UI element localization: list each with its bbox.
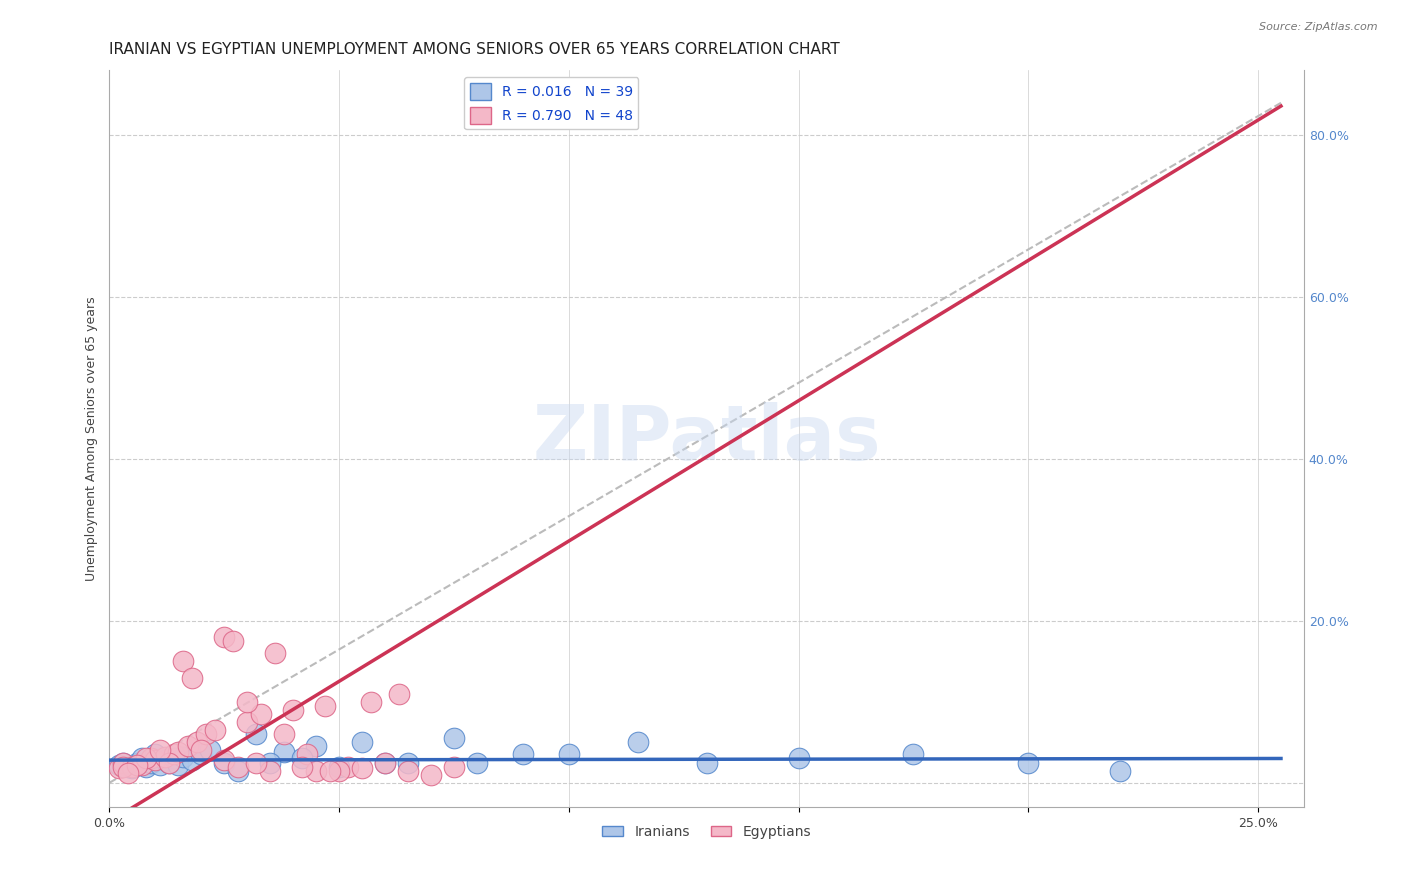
Point xyxy=(131,751,153,765)
Point xyxy=(352,761,374,775)
Point xyxy=(153,750,176,764)
Point xyxy=(163,751,186,765)
Point xyxy=(352,735,374,749)
Text: Source: ZipAtlas.com: Source: ZipAtlas.com xyxy=(1260,22,1378,32)
Point xyxy=(214,756,236,770)
Point xyxy=(250,706,273,721)
Point xyxy=(512,747,534,762)
Point xyxy=(259,764,281,778)
Point xyxy=(112,759,135,773)
Point xyxy=(328,759,350,773)
Point xyxy=(176,739,198,754)
Point xyxy=(443,731,465,746)
Point xyxy=(190,743,212,757)
Point xyxy=(172,750,194,764)
Text: IRANIAN VS EGYPTIAN UNEMPLOYMENT AMONG SENIORS OVER 65 YEARS CORRELATION CHART: IRANIAN VS EGYPTIAN UNEMPLOYMENT AMONG S… xyxy=(110,42,841,57)
Point xyxy=(181,753,204,767)
Point xyxy=(259,756,281,770)
Point xyxy=(226,764,249,778)
Point xyxy=(143,753,166,767)
Point xyxy=(558,747,581,762)
Point xyxy=(1017,756,1039,770)
Point xyxy=(787,751,810,765)
Point xyxy=(112,756,135,770)
Point xyxy=(107,761,129,775)
Legend: Iranians, Egyptians: Iranians, Egyptians xyxy=(596,819,817,845)
Point xyxy=(214,630,236,644)
Point xyxy=(443,759,465,773)
Point xyxy=(374,756,396,770)
Point xyxy=(388,687,411,701)
Point xyxy=(314,698,336,713)
Point xyxy=(172,654,194,668)
Point xyxy=(153,753,176,767)
Point xyxy=(245,756,267,770)
Point xyxy=(396,756,419,770)
Point xyxy=(131,758,153,772)
Point xyxy=(245,727,267,741)
Point xyxy=(117,759,139,773)
Point xyxy=(107,758,129,772)
Point xyxy=(190,747,212,762)
Point xyxy=(283,703,305,717)
Point xyxy=(374,756,396,770)
Point xyxy=(167,758,190,772)
Point xyxy=(194,727,217,741)
Point xyxy=(328,764,350,778)
Point xyxy=(186,735,208,749)
Point xyxy=(627,735,650,749)
Point xyxy=(337,759,360,773)
Point xyxy=(263,646,285,660)
Point xyxy=(1109,764,1132,778)
Point xyxy=(903,747,925,762)
Point xyxy=(181,671,204,685)
Point xyxy=(149,743,172,757)
Point xyxy=(112,756,135,770)
Point xyxy=(121,759,143,773)
Point xyxy=(117,766,139,780)
Point xyxy=(139,751,162,765)
Y-axis label: Unemployment Among Seniors over 65 years: Unemployment Among Seniors over 65 years xyxy=(86,296,98,581)
Point xyxy=(157,756,180,770)
Point xyxy=(167,745,190,759)
Point xyxy=(135,759,157,773)
Point xyxy=(121,761,143,775)
Point xyxy=(149,758,172,772)
Point xyxy=(360,695,382,709)
Point xyxy=(163,747,186,762)
Point xyxy=(143,747,166,762)
Point xyxy=(236,714,259,729)
Point xyxy=(125,758,148,772)
Point xyxy=(139,756,162,770)
Point xyxy=(319,764,342,778)
Point xyxy=(696,756,718,770)
Point xyxy=(222,634,245,648)
Point xyxy=(135,751,157,765)
Point xyxy=(273,727,295,741)
Point xyxy=(214,753,236,767)
Point xyxy=(465,756,488,770)
Point xyxy=(226,759,249,773)
Point xyxy=(291,751,314,765)
Point xyxy=(236,695,259,709)
Point xyxy=(396,764,419,778)
Text: ZIPatlas: ZIPatlas xyxy=(533,401,882,475)
Point xyxy=(125,756,148,770)
Point xyxy=(157,756,180,770)
Point xyxy=(305,764,328,778)
Point xyxy=(295,747,318,762)
Point xyxy=(200,743,222,757)
Point xyxy=(420,767,443,781)
Point xyxy=(273,745,295,759)
Point xyxy=(305,739,328,754)
Point xyxy=(291,759,314,773)
Point xyxy=(204,723,226,738)
